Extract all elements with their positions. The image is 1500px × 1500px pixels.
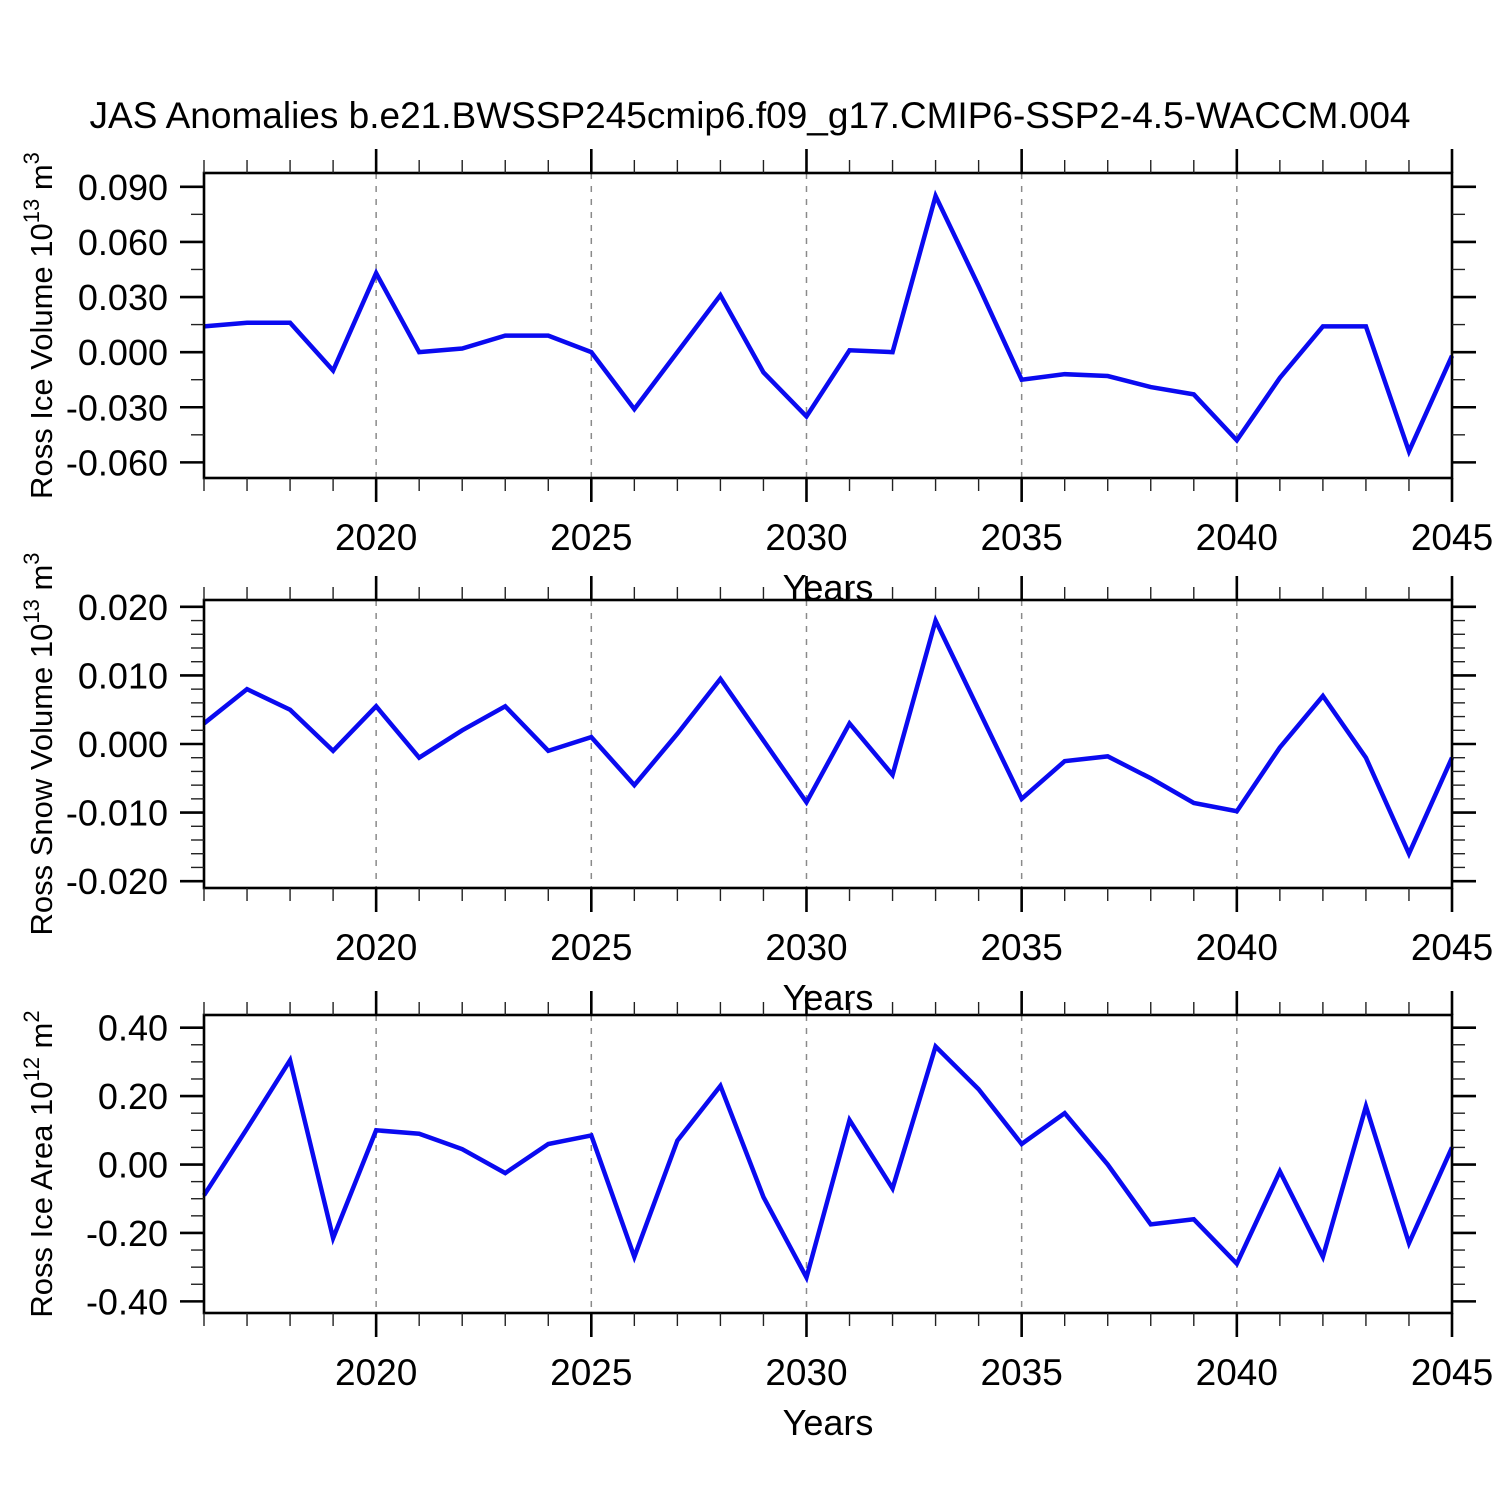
y-tick-label: 0.000 — [78, 332, 168, 373]
y-tick-label: 0.010 — [78, 655, 168, 696]
x-tick-label: 2045 — [1411, 517, 1493, 558]
y-tick-label: -0.40 — [86, 1281, 168, 1322]
ross-ice-area-plot-box — [202, 1013, 1454, 1315]
y-tick-label: -0.060 — [66, 442, 168, 483]
panel-ross-ice-volume: 0.090 0.060 0.030 0.000 -0.030 -0.060 2020 2025… — [19, 149, 1493, 608]
y-axis-title: Ross Snow Volume 1013 m3 — [19, 552, 59, 935]
ross-snow-volume-plot-box — [202, 598, 1454, 890]
x-tick-label: 2040 — [1196, 517, 1278, 558]
x-tick-label: 2025 — [550, 1352, 632, 1393]
y-tick-label: -0.20 — [86, 1213, 168, 1254]
x-tick-label: 2030 — [765, 517, 847, 558]
y-tick-label: 0.20 — [98, 1076, 168, 1117]
chart-title: JAS Anomalies b.e21.BWSSP245cmip6.f09_g1… — [89, 95, 1411, 136]
y-tick-label: 0.030 — [78, 277, 168, 318]
x-tick-label: 2030 — [765, 1352, 847, 1393]
y-axis-title: Ross Ice Area 1012 m2 — [19, 1010, 59, 1317]
x-tick-label: 2035 — [980, 1352, 1062, 1393]
ross-ice-volume-plot-box — [202, 171, 1454, 480]
x-tick-label: 2040 — [1196, 1352, 1278, 1393]
x-tick-label: 2030 — [765, 927, 847, 968]
x-tick-label: 2040 — [1196, 927, 1278, 968]
x-tick-label: 2020 — [335, 1352, 417, 1393]
x-tick-label: 2045 — [1411, 1352, 1493, 1393]
x-axis-title: Years — [783, 567, 874, 608]
ross-snow-volume-series-line — [202, 614, 1455, 860]
y-tick-label: 0.020 — [78, 587, 168, 628]
x-axis-title: Years — [783, 977, 874, 1018]
y-tick-label: -0.010 — [66, 793, 168, 834]
x-tick-label: 2020 — [335, 927, 417, 968]
x-tick-label: 2035 — [980, 517, 1062, 558]
y-tick-label: 0.060 — [78, 222, 168, 263]
y-axis-title: Ross Ice Volume 1013 m3 — [19, 152, 59, 499]
x-axis-title: Years — [783, 1402, 874, 1443]
x-tick-label: 2025 — [550, 927, 632, 968]
panel-ross-snow-volume: 0.020 0.010 0.000 -0.010 -0.020 2020 2025 2030 2… — [19, 552, 1493, 1018]
ross-ice-volume-series-line — [203, 189, 1455, 458]
ross-ice-area-series-line — [202, 1042, 1455, 1284]
y-tick-label: -0.030 — [66, 387, 168, 428]
y-tick-label: 0.40 — [98, 1008, 168, 1049]
y-tick-label: 0.000 — [78, 724, 168, 765]
y-tick-label: 0.00 — [98, 1145, 168, 1186]
y-tick-label: -0.020 — [66, 861, 168, 902]
x-tick-label: 2020 — [335, 517, 417, 558]
y-tick-label: 0.090 — [78, 167, 168, 208]
x-tick-label: 2025 — [550, 517, 632, 558]
x-tick-label: 2045 — [1411, 927, 1493, 968]
panel-ross-ice-area: 0.40 0.20 0.00 -0.20 -0.40 2020 2025 2030 2035 20… — [19, 991, 1493, 1443]
x-tick-label: 2035 — [980, 927, 1062, 968]
